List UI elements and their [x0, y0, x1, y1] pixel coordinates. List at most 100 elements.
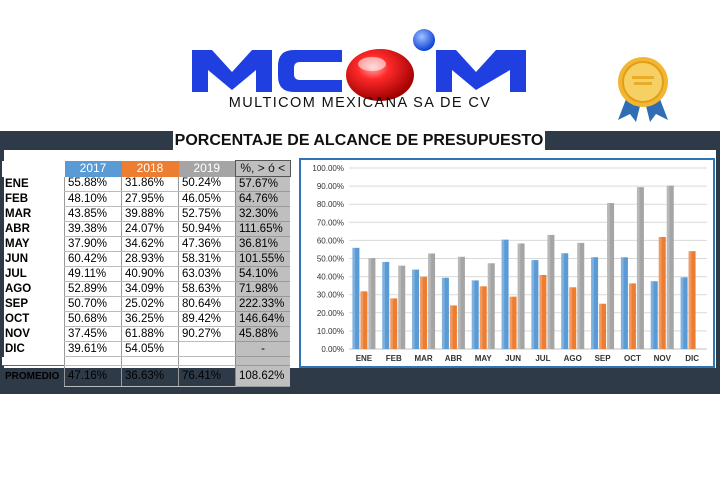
value-2018-cell: 54.05%: [121, 341, 179, 357]
pct-cell: 45.88%: [235, 326, 290, 342]
value-2017-cell: 48.10%: [64, 191, 122, 207]
x-tick-label: DIC: [685, 354, 699, 363]
bar: [569, 287, 577, 349]
value-2018-cell: 28.93%: [121, 251, 179, 267]
pct-cell: 36.81%: [235, 236, 290, 252]
month-cell: DIC: [5, 342, 25, 355]
bar-highlight: [368, 258, 372, 349]
bar: [599, 303, 607, 349]
bar-highlight: [607, 203, 610, 349]
page-title: PORCENTAJE DE ALCANCE DE PRESUPUESTO: [173, 131, 545, 150]
bar-highlight: [457, 256, 461, 349]
pct-cell: -: [235, 341, 290, 357]
average-pct: 108.62%: [235, 365, 290, 387]
average-2017: 47.16%: [64, 365, 122, 387]
table-row: FEB 48.10% 27.95% 46.05% 64.76%: [2, 191, 290, 207]
bar: [412, 269, 420, 349]
value-2017-cell: 39.38%: [64, 221, 122, 237]
month-cell: AGO: [5, 282, 32, 295]
bar-highlight: [539, 274, 543, 349]
bar: [539, 274, 547, 349]
spacer-row: [2, 356, 290, 366]
bar-highlight: [412, 269, 415, 349]
value-2018-cell: 34.09%: [121, 281, 179, 297]
table-row: JUL 49.11% 40.90% 63.03% 54.10%: [2, 266, 290, 282]
value-2019-cell: 47.36%: [178, 236, 236, 252]
bar: [457, 256, 465, 349]
value-2017-cell: 55.88%: [64, 176, 122, 192]
pct-cell: 57.67%: [235, 176, 290, 192]
pct-cell: 64.76%: [235, 191, 290, 207]
value-2017-cell: 43.85%: [64, 206, 122, 222]
month-cell: ABR: [5, 222, 30, 235]
bar: [382, 261, 390, 349]
spacer-cell: [235, 356, 290, 366]
budget-table: 2017 2018 2019 %, > ó < ENE 55.88% 31.86% 5…: [2, 160, 291, 387]
y-tick-label: 0.00%: [321, 345, 344, 354]
value-2017-cell: 37.45%: [64, 326, 122, 342]
bar: [487, 263, 495, 349]
value-2018-cell: 36.25%: [121, 311, 179, 327]
bar-highlight: [666, 185, 670, 349]
table-row: ABR 39.38% 24.07% 50.94% 111.65%: [2, 221, 290, 237]
table-header-row: 2017 2018 2019 %, > ó <: [2, 160, 291, 177]
y-tick-label: 60.00%: [317, 236, 344, 245]
average-row: PROMEDIO 47.16% 36.63% 76.41% 108.62%: [2, 365, 290, 387]
average-label: PROMEDIO: [2, 365, 65, 387]
bar: [688, 251, 696, 349]
bar-highlight: [636, 187, 640, 349]
value-2018-cell: 24.07%: [121, 221, 179, 237]
table-row: JUN 60.42% 28.93% 58.31% 101.55%: [2, 251, 290, 267]
header-2018: 2018: [121, 160, 179, 177]
average-2018: 36.63%: [121, 365, 179, 387]
table-row: MAR 43.85% 39.88% 52.75% 32.30%: [2, 206, 290, 222]
table-row: MAY 37.90% 34.62% 47.36% 36.81%: [2, 236, 290, 252]
x-tick-label: FEB: [386, 354, 402, 363]
x-tick-label: MAR: [414, 354, 432, 363]
bar: [666, 185, 674, 349]
header-blank: [2, 160, 65, 177]
value-2019-cell: 90.27%: [178, 326, 236, 342]
month-cell: ENE: [5, 177, 29, 190]
x-tick-label: MAY: [475, 354, 493, 363]
bar: [471, 280, 479, 349]
bar-highlight: [561, 253, 564, 349]
value-2019-cell: [178, 341, 236, 357]
bar: [547, 234, 555, 349]
bar-highlight: [650, 281, 654, 349]
month-cell: NOV: [5, 327, 30, 340]
table-row: AGO 52.89% 34.09% 58.63% 71.98%: [2, 281, 290, 297]
bar-highlight: [688, 251, 692, 349]
value-2017-cell: 39.61%: [64, 341, 122, 357]
bar: [398, 265, 406, 349]
table-row: ENE 55.88% 31.86% 50.24% 57.67%: [2, 176, 290, 192]
value-2018-cell: 25.02%: [121, 296, 179, 312]
bar: [650, 281, 658, 349]
pct-cell: 71.98%: [235, 281, 290, 297]
header-pct: %, > ó <: [235, 160, 291, 177]
value-2017-cell: 37.90%: [64, 236, 122, 252]
pct-cell: 222.33%: [235, 296, 290, 312]
bar: [352, 247, 360, 349]
bar-highlight: [569, 287, 572, 349]
bar-highlight: [658, 236, 662, 349]
pct-cell: 146.64%: [235, 311, 290, 327]
bar-highlight: [517, 243, 521, 349]
value-2017-cell: 50.68%: [64, 311, 122, 327]
bar-highlight: [591, 257, 594, 349]
month-cell: MAY: [5, 237, 30, 250]
bar-highlight: [398, 265, 401, 349]
bar: [428, 253, 436, 349]
x-tick-label: AGO: [564, 354, 582, 363]
bar: [636, 187, 644, 349]
bar: [441, 277, 449, 349]
bar: [561, 253, 569, 349]
header-2019: 2019: [178, 160, 236, 177]
bar: [479, 286, 487, 349]
x-tick-label: JUL: [535, 354, 550, 363]
value-2017-cell: 49.11%: [64, 266, 122, 282]
bar-highlight: [501, 239, 505, 349]
y-tick-label: 90.00%: [317, 182, 344, 191]
spacer-cell: [64, 356, 122, 366]
month-cell: FEB: [5, 192, 28, 205]
